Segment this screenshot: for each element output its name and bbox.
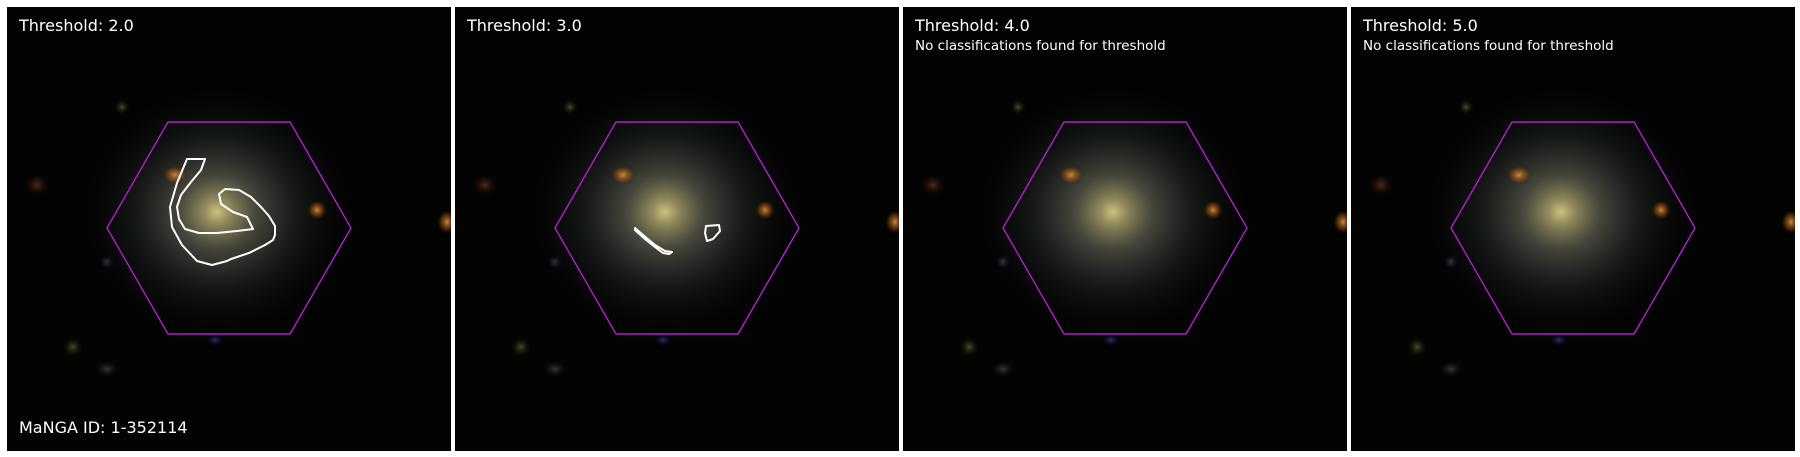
background-source (1369, 174, 1393, 196)
classification-contour (704, 224, 721, 242)
background-source (1458, 99, 1474, 115)
galaxy-image (1369, 87, 1795, 378)
foreground-star (610, 165, 636, 185)
foreground-star (755, 200, 775, 220)
background-source (1102, 334, 1120, 346)
background-source (114, 99, 130, 115)
panel-title: Threshold: 5.0 (1363, 16, 1478, 35)
background-source (562, 99, 578, 115)
background-source (547, 254, 563, 270)
background-source (206, 334, 224, 346)
panel-title: Threshold: 4.0 (915, 16, 1030, 35)
background-source (991, 360, 1015, 378)
panel-title: Threshold: 2.0 (19, 16, 134, 35)
foreground-star (1651, 200, 1671, 220)
background-source (473, 174, 497, 196)
foreground-star (1506, 165, 1532, 185)
background-source (959, 337, 979, 357)
classification-contour (634, 227, 673, 255)
background-source (1439, 360, 1463, 378)
background-source (885, 210, 899, 234)
background-source (1407, 337, 1427, 357)
threshold-panel-4: Threshold: 4.0 No classifications found … (903, 7, 1347, 451)
background-source (921, 174, 945, 196)
panel-subtitle: No classifications found for threshold (1363, 38, 1614, 54)
ifu-hexagon (554, 121, 800, 335)
threshold-panel-2: Threshold: 2.0 MaNGA ID: 1-352114 (7, 7, 451, 451)
background-source (654, 334, 672, 346)
background-source (1443, 254, 1459, 270)
galaxy-image (25, 87, 451, 378)
panel-subtitle: No classifications found for threshold (915, 38, 1166, 54)
manga-id-label: MaNGA ID: 1-352114 (19, 418, 188, 437)
foreground-star (1058, 165, 1084, 185)
galaxy (1426, 87, 1696, 337)
background-source (1333, 210, 1347, 234)
background-source (95, 360, 119, 378)
galaxy (530, 87, 800, 337)
foreground-star (307, 200, 327, 220)
background-source (1010, 99, 1026, 115)
background-source (995, 254, 1011, 270)
background-source (63, 337, 83, 357)
background-source (437, 210, 451, 234)
galaxy (82, 87, 352, 337)
galaxy-image (473, 87, 899, 378)
foreground-star (1203, 200, 1223, 220)
classification-contour (169, 158, 276, 266)
threshold-panel-3: Threshold: 3.0 (455, 7, 899, 451)
panel-title: Threshold: 3.0 (467, 16, 582, 35)
ifu-hexagon (1002, 121, 1248, 335)
ifu-hexagon (106, 121, 352, 335)
background-source (543, 360, 567, 378)
background-source (25, 174, 49, 196)
threshold-panel-5: Threshold: 5.0 No classifications found … (1351, 7, 1795, 451)
background-source (1781, 210, 1795, 234)
galaxy-image (921, 87, 1347, 378)
background-source (1550, 334, 1568, 346)
galaxy (978, 87, 1248, 337)
background-source (99, 254, 115, 270)
background-source (511, 337, 531, 357)
ifu-hexagon (1450, 121, 1696, 335)
